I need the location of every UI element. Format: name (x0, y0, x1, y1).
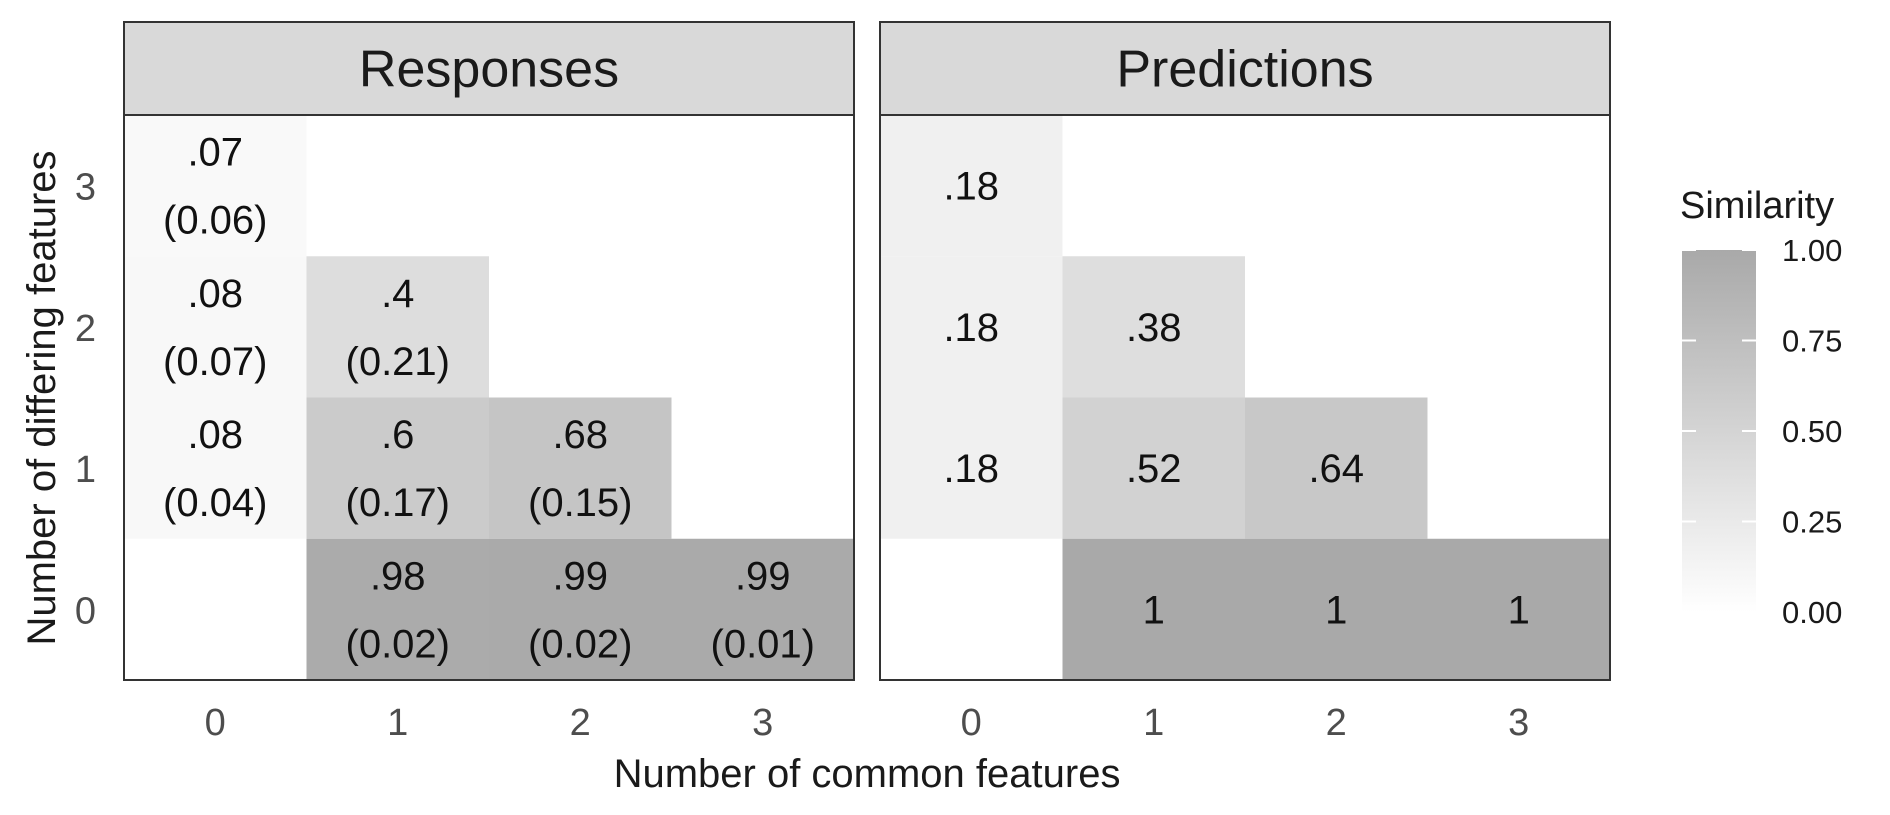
heatmap-cell (306, 256, 489, 398)
cell-value-label: .6 (381, 413, 414, 457)
facet-strip (123, 21, 855, 116)
heatmap-cell (124, 397, 307, 539)
heatmap-cell (880, 256, 1063, 398)
panel-border (879, 114, 1611, 681)
y-axis-title: Number of differing features (20, 150, 64, 645)
cell-value-label: .99 (735, 554, 791, 598)
facet-strip (879, 21, 1611, 116)
heatmap-cell (489, 538, 672, 680)
cell-value-label: .38 (1126, 306, 1182, 350)
cell-sd-label: (0.02) (346, 622, 451, 666)
x-tick-label: 2 (570, 702, 591, 744)
heatmap-cell (1062, 538, 1245, 680)
y-tick-label: 0 (75, 590, 96, 632)
x-tick-label: 2 (1326, 702, 1347, 744)
heatmap-cell (1427, 538, 1610, 680)
y-tick-label: 1 (75, 449, 96, 491)
panel-border (123, 114, 855, 681)
cell-sd-label: (0.04) (163, 481, 268, 525)
x-tick-label: 3 (752, 702, 773, 744)
cell-sd-label: (0.07) (163, 340, 268, 384)
cell-sd-label: (0.17) (346, 481, 451, 525)
cell-value-label: .07 (187, 131, 243, 175)
cell-value-label: 1 (1508, 588, 1530, 632)
y-tick-label: 3 (75, 167, 96, 209)
heatmap-cell (124, 256, 307, 398)
legend-tick-label: 0.25 (1782, 505, 1842, 540)
facet-title: Predictions (1116, 41, 1373, 99)
heatmap-cell (671, 538, 854, 680)
cell-value-label: .64 (1308, 447, 1364, 491)
cell-value-label: .18 (943, 447, 999, 491)
cell-sd-label: (0.15) (528, 481, 633, 525)
x-tick-label: 3 (1508, 702, 1529, 744)
heatmap-cell (1062, 256, 1245, 398)
cell-sd-label: (0.02) (528, 622, 633, 666)
cell-sd-label: (0.21) (346, 340, 451, 384)
heatmap-cell (124, 115, 307, 257)
heatmap-cell (880, 115, 1063, 257)
heatmap-cell (1245, 538, 1428, 680)
cell-value-label: .99 (552, 554, 608, 598)
cell-value-label: 1 (1143, 588, 1165, 632)
y-tick-label: 2 (75, 308, 96, 350)
cell-value-label: .18 (943, 306, 999, 350)
heatmap-cell (1245, 397, 1428, 539)
cell-value-label: 1 (1325, 588, 1347, 632)
legend-tick-label: 0.50 (1782, 414, 1842, 449)
cell-value-label: .18 (943, 165, 999, 209)
heatmap-cell (306, 538, 489, 680)
x-tick-label: 0 (961, 702, 982, 744)
legend-title: Similarity (1680, 185, 1834, 227)
cell-sd-label: (0.01) (711, 622, 816, 666)
legend-tick-label: 0.00 (1782, 595, 1842, 630)
cell-value-label: .98 (370, 554, 426, 598)
cell-value-label: .4 (381, 272, 414, 316)
x-axis-title: Number of common features (614, 752, 1121, 796)
cell-value-label: .68 (552, 413, 608, 457)
heatmap-cell (1062, 397, 1245, 539)
heatmap-cell (306, 397, 489, 539)
heatmap-cell (489, 397, 672, 539)
legend-tick-label: 1.00 (1782, 233, 1842, 268)
x-tick-label: 0 (205, 702, 226, 744)
cell-value-label: .08 (187, 413, 243, 457)
cell-value-label: .52 (1126, 447, 1182, 491)
cell-value-label: .08 (187, 272, 243, 316)
cell-sd-label: (0.06) (163, 199, 268, 243)
legend-tick-label: 0.75 (1782, 324, 1842, 359)
facet-title: Responses (359, 41, 619, 99)
x-tick-label: 1 (1143, 702, 1164, 744)
heatmap-cell (880, 397, 1063, 539)
x-tick-label: 1 (387, 702, 408, 744)
